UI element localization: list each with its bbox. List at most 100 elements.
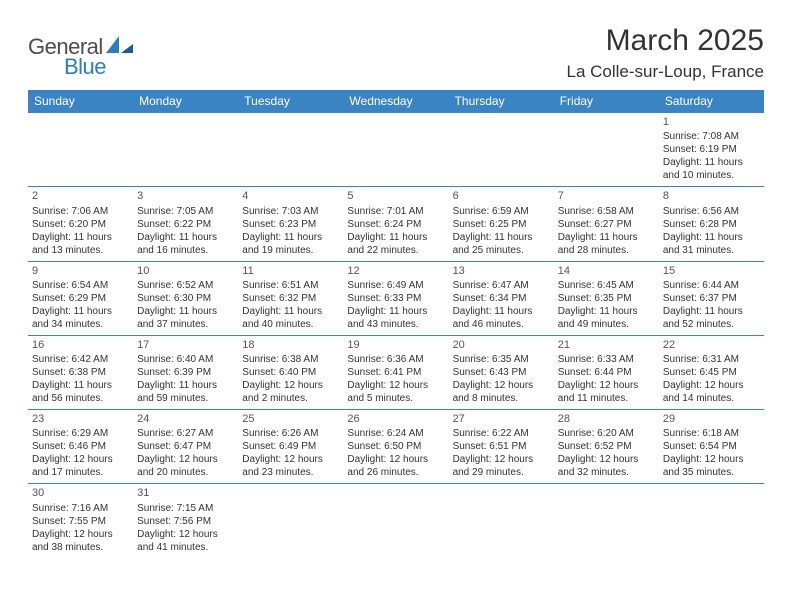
day-number: 7 — [558, 189, 655, 203]
daylight-text: and 22 minutes. — [347, 244, 444, 257]
calendar-cell: 14Sunrise: 6:45 AMSunset: 6:35 PMDayligh… — [554, 261, 659, 335]
header: General Blue March 2025 La Colle-sur-Lou… — [28, 24, 764, 82]
page-title: March 2025 — [567, 24, 764, 58]
sunrise-text: Sunrise: 7:03 AM — [242, 205, 339, 218]
sunset-text: Sunset: 6:34 PM — [453, 292, 550, 305]
calendar-cell: 20Sunrise: 6:35 AMSunset: 6:43 PMDayligh… — [449, 335, 554, 409]
daylight-text: and 16 minutes. — [137, 244, 234, 257]
sunset-text: Sunset: 6:23 PM — [242, 218, 339, 231]
sunset-text: Sunset: 6:30 PM — [137, 292, 234, 305]
day-number: 30 — [32, 486, 129, 500]
sunrise-text: Sunrise: 6:27 AM — [137, 427, 234, 440]
daylight-text: and 26 minutes. — [347, 466, 444, 479]
calendar-cell: 8Sunrise: 6:56 AMSunset: 6:28 PMDaylight… — [659, 187, 764, 261]
sunset-text: Sunset: 6:46 PM — [32, 440, 129, 453]
calendar-cell: 28Sunrise: 6:20 AMSunset: 6:52 PMDayligh… — [554, 410, 659, 484]
daylight-text: Daylight: 12 hours — [137, 453, 234, 466]
calendar-cell: 30Sunrise: 7:16 AMSunset: 7:55 PMDayligh… — [28, 484, 133, 558]
daylight-text: and 31 minutes. — [663, 244, 760, 257]
sunset-text: Sunset: 6:49 PM — [242, 440, 339, 453]
calendar-cell-empty — [343, 113, 448, 187]
daylight-text: and 34 minutes. — [32, 318, 129, 331]
calendar-row: 23Sunrise: 6:29 AMSunset: 6:46 PM Dayligh… — [28, 410, 764, 484]
sunset-text: Sunset: 6:35 PM — [558, 292, 655, 305]
daylight-text: and 19 minutes. — [242, 244, 339, 257]
day-number: 4 — [242, 189, 339, 203]
calendar-cell: 27Sunrise: 6:22 AMSunset: 6:51 PMDayligh… — [449, 410, 554, 484]
sunrise-text: Sunrise: 6:31 AM — [663, 353, 760, 366]
daylight-text: and 23 minutes. — [242, 466, 339, 479]
sunset-text: Sunset: 7:55 PM — [32, 515, 129, 528]
calendar-cell: 23Sunrise: 6:29 AMSunset: 6:46 PMDayligh… — [28, 410, 133, 484]
daylight-text: and 29 minutes. — [453, 466, 550, 479]
daylight-text: Daylight: 12 hours — [558, 379, 655, 392]
daylight-text: Daylight: 11 hours — [137, 305, 234, 318]
daylight-text: Daylight: 11 hours — [32, 305, 129, 318]
daylight-text: and 13 minutes. — [32, 244, 129, 257]
sunrise-text: Sunrise: 7:15 AM — [137, 502, 234, 515]
weekday-header: Tuesday — [238, 90, 343, 113]
sunrise-text: Sunrise: 6:54 AM — [32, 279, 129, 292]
weekday-header: Thursday — [449, 90, 554, 113]
day-number: 15 — [663, 264, 760, 278]
sunrise-text: Sunrise: 6:38 AM — [242, 353, 339, 366]
day-number: 31 — [137, 486, 234, 500]
day-number: 19 — [347, 338, 444, 352]
calendar-cell: 21Sunrise: 6:33 AMSunset: 6:44 PMDayligh… — [554, 335, 659, 409]
day-number: 28 — [558, 412, 655, 426]
day-number: 20 — [453, 338, 550, 352]
sunset-text: Sunset: 6:19 PM — [663, 143, 760, 156]
daylight-text: and 59 minutes. — [137, 392, 234, 405]
calendar-cell: 10Sunrise: 6:52 AMSunset: 6:30 PMDayligh… — [133, 261, 238, 335]
sunrise-text: Sunrise: 6:22 AM — [453, 427, 550, 440]
day-number: 23 — [32, 412, 129, 426]
daylight-text: and 11 minutes. — [558, 392, 655, 405]
calendar-cell-empty — [28, 113, 133, 187]
calendar-cell-empty — [238, 113, 343, 187]
calendar-row: 30Sunrise: 7:16 AMSunset: 7:55 PMDayligh… — [28, 484, 764, 558]
sunset-text: Sunset: 6:52 PM — [558, 440, 655, 453]
calendar-cell: 16Sunrise: 6:42 AMSunset: 6:38 PMDayligh… — [28, 335, 133, 409]
day-number: 25 — [242, 412, 339, 426]
daylight-text: Daylight: 12 hours — [242, 379, 339, 392]
daylight-text: and 32 minutes. — [558, 466, 655, 479]
sunset-text: Sunset: 7:56 PM — [137, 515, 234, 528]
calendar-table: Sunday Monday Tuesday Wednesday Thursday… — [28, 90, 764, 558]
daylight-text: Daylight: 11 hours — [347, 305, 444, 318]
sunrise-text: Sunrise: 6:29 AM — [32, 427, 129, 440]
logo: General Blue — [28, 34, 106, 80]
sunset-text: Sunset: 6:29 PM — [32, 292, 129, 305]
location-label: La Colle-sur-Loup, France — [567, 62, 764, 82]
calendar-cell: 9Sunrise: 6:54 AMSunset: 6:29 PMDaylight… — [28, 261, 133, 335]
sunrise-text: Sunrise: 6:26 AM — [242, 427, 339, 440]
sunrise-text: Sunrise: 6:49 AM — [347, 279, 444, 292]
calendar-cell: 5Sunrise: 7:01 AMSunset: 6:24 PMDaylight… — [343, 187, 448, 261]
day-number: 27 — [453, 412, 550, 426]
daylight-text: Daylight: 11 hours — [558, 305, 655, 318]
sunrise-text: Sunrise: 6:42 AM — [32, 353, 129, 366]
sunset-text: Sunset: 6:24 PM — [347, 218, 444, 231]
sunrise-text: Sunrise: 7:16 AM — [32, 502, 129, 515]
daylight-text: Daylight: 12 hours — [453, 379, 550, 392]
weekday-header: Monday — [133, 90, 238, 113]
logo-word-blue: Blue — [64, 54, 106, 80]
day-number: 5 — [347, 189, 444, 203]
daylight-text: and 37 minutes. — [137, 318, 234, 331]
calendar-cell: 31Sunrise: 7:15 AMSunset: 7:56 PMDayligh… — [133, 484, 238, 558]
calendar-cell-empty — [133, 113, 238, 187]
daylight-text: and 35 minutes. — [663, 466, 760, 479]
day-number: 11 — [242, 264, 339, 278]
day-number: 18 — [242, 338, 339, 352]
calendar-row: 16Sunrise: 6:42 AMSunset: 6:38 PMDayligh… — [28, 335, 764, 409]
day-number: 3 — [137, 189, 234, 203]
daylight-text: and 20 minutes. — [137, 466, 234, 479]
sunset-text: Sunset: 6:45 PM — [663, 366, 760, 379]
calendar-cell: 26Sunrise: 6:24 AMSunset: 6:50 PMDayligh… — [343, 410, 448, 484]
sunset-text: Sunset: 6:37 PM — [663, 292, 760, 305]
day-number: 2 — [32, 189, 129, 203]
calendar-cell: 19Sunrise: 6:36 AMSunset: 6:41 PMDayligh… — [343, 335, 448, 409]
daylight-text: Daylight: 11 hours — [347, 231, 444, 244]
day-number: 26 — [347, 412, 444, 426]
calendar-cell: 17Sunrise: 6:40 AMSunset: 6:39 PMDayligh… — [133, 335, 238, 409]
day-number: 24 — [137, 412, 234, 426]
